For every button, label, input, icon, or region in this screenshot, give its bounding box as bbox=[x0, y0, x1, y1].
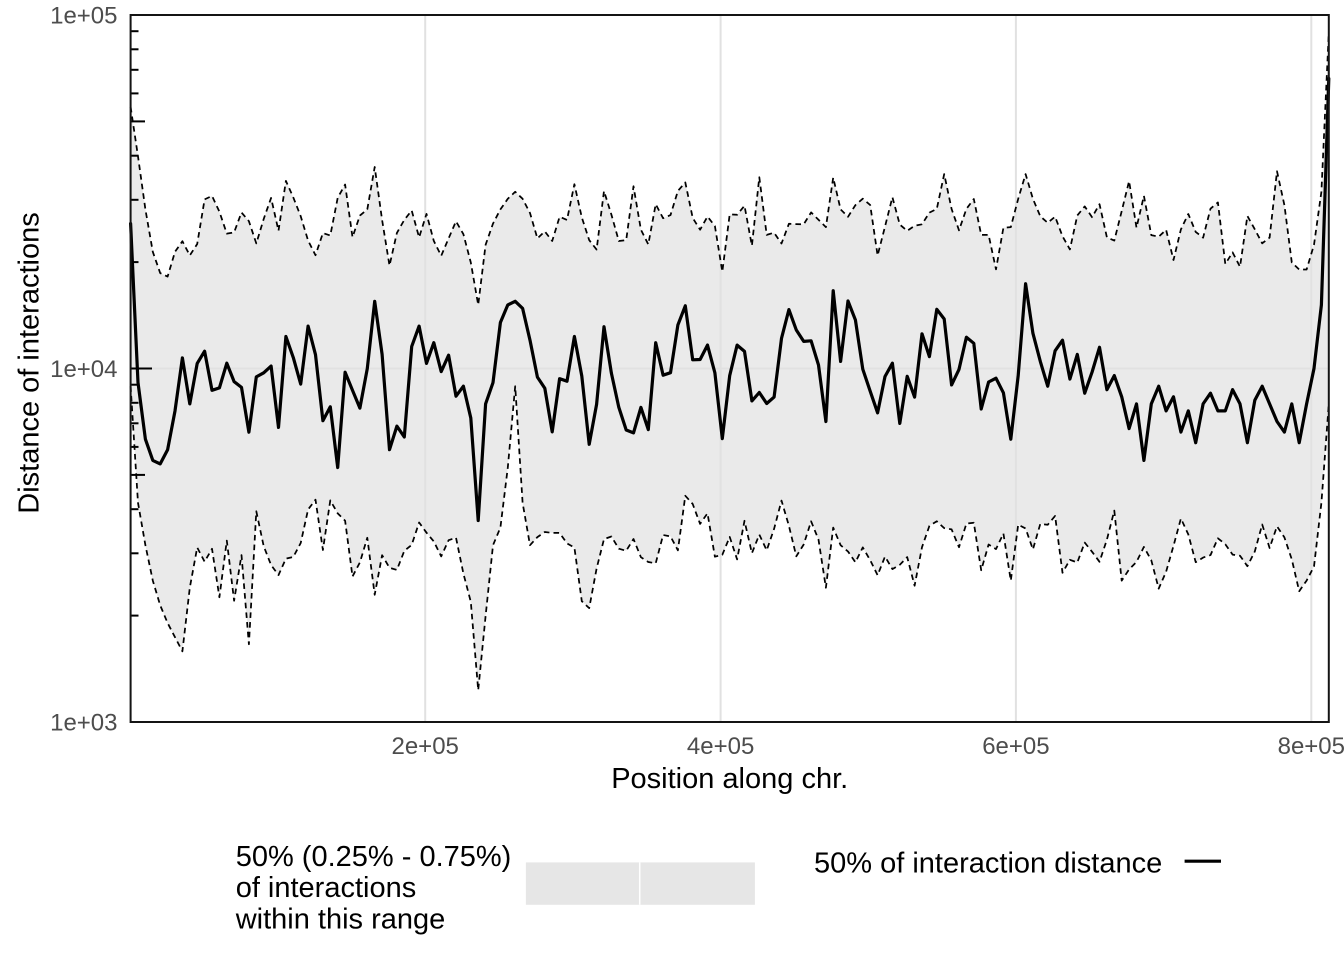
svg-text:1e+03: 1e+03 bbox=[50, 710, 117, 737]
svg-text:Position along chr.: Position along chr. bbox=[611, 763, 848, 795]
svg-text:of interactions: of interactions bbox=[236, 872, 417, 904]
svg-text:50% (0.25% - 0.75%): 50% (0.25% - 0.75%) bbox=[236, 841, 512, 873]
svg-text:2e+05: 2e+05 bbox=[391, 733, 458, 760]
svg-text:6e+05: 6e+05 bbox=[982, 733, 1049, 760]
svg-text:1e+05: 1e+05 bbox=[50, 3, 117, 30]
svg-text:50% of interaction distance: 50% of interaction distance bbox=[814, 848, 1162, 880]
svg-text:within this range: within this range bbox=[235, 903, 446, 935]
svg-text:8e+05: 8e+05 bbox=[1278, 733, 1344, 760]
svg-text:Distance of interactions: Distance of interactions bbox=[14, 212, 46, 513]
svg-text:1e+04: 1e+04 bbox=[50, 356, 117, 383]
svg-text:4e+05: 4e+05 bbox=[687, 733, 754, 760]
